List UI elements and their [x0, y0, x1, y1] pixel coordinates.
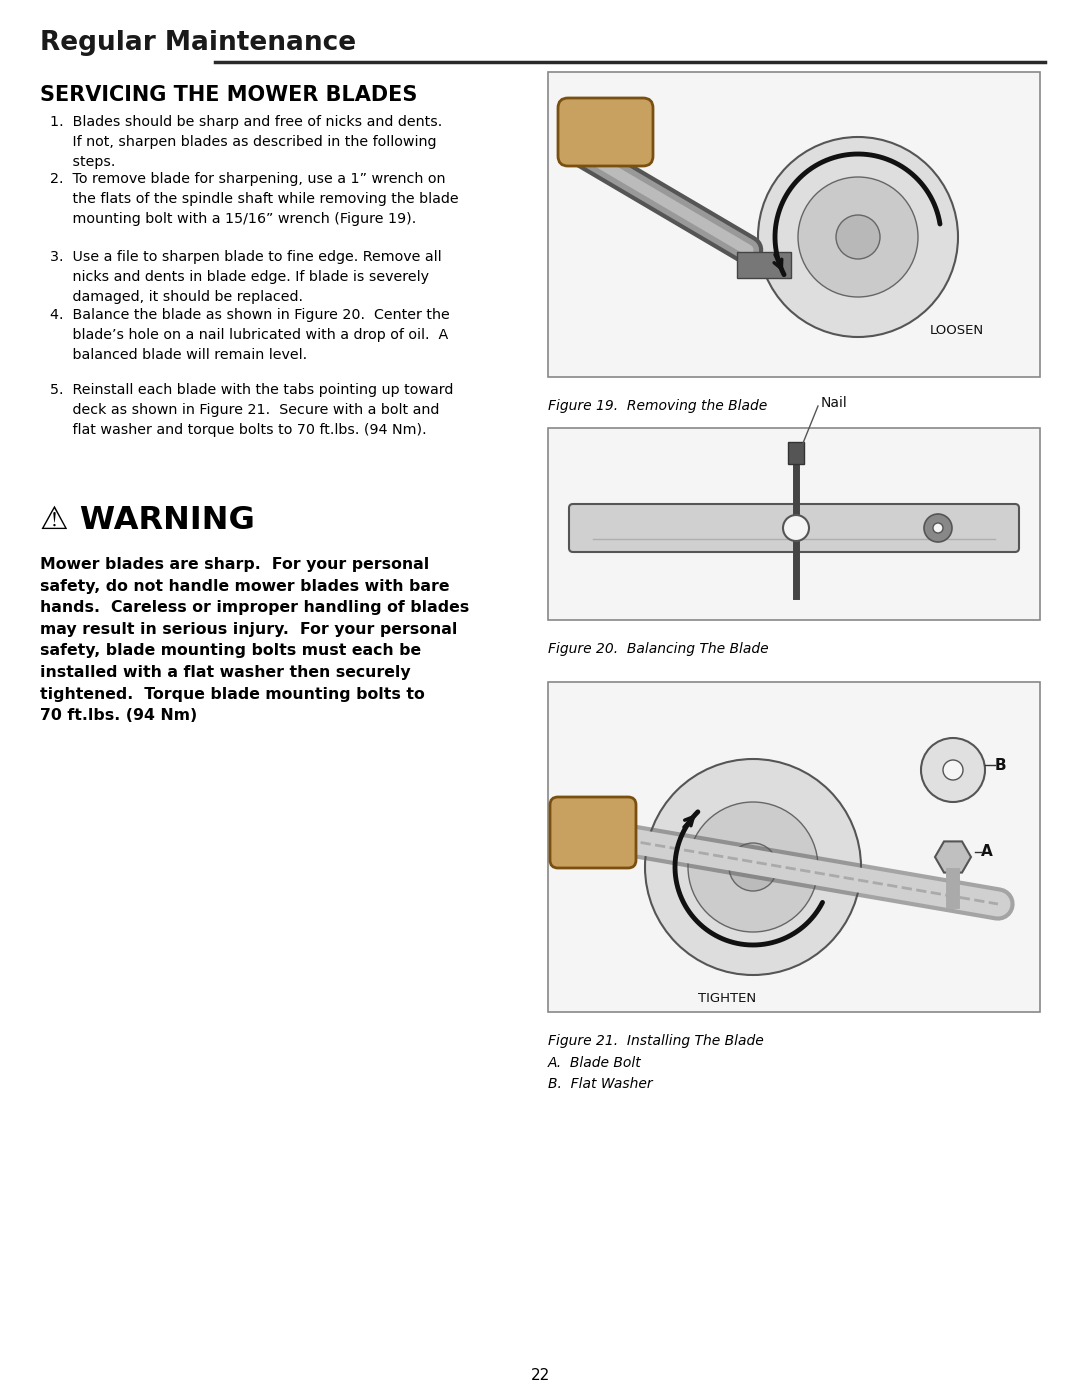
Text: Figure 19.  Removing the Blade: Figure 19. Removing the Blade [548, 400, 767, 414]
FancyBboxPatch shape [558, 98, 653, 166]
FancyBboxPatch shape [569, 504, 1020, 552]
FancyBboxPatch shape [788, 441, 804, 464]
Circle shape [943, 760, 963, 780]
Text: 5.  Reinstall each blade with the tabs pointing up toward
     deck as shown in : 5. Reinstall each blade with the tabs po… [50, 383, 454, 437]
Text: 1.  Blades should be sharp and free of nicks and dents.
     If not, sharpen bla: 1. Blades should be sharp and free of ni… [50, 115, 442, 169]
Text: LOOSEN: LOOSEN [930, 324, 984, 337]
Text: SERVICING THE MOWER BLADES: SERVICING THE MOWER BLADES [40, 85, 417, 105]
Text: Figure 21.  Installing The Blade
A.  Blade Bolt
B.  Flat Washer: Figure 21. Installing The Blade A. Blade… [548, 1034, 764, 1091]
Text: Figure 20.  Balancing The Blade: Figure 20. Balancing The Blade [548, 643, 769, 657]
Text: TIGHTEN: TIGHTEN [698, 992, 756, 1004]
Text: B: B [995, 757, 1007, 773]
Text: Mower blades are sharp.  For your personal
safety, do not handle mower blades wi: Mower blades are sharp. For your persona… [40, 557, 469, 724]
Bar [548, 427, 1040, 620]
Circle shape [758, 137, 958, 337]
Circle shape [924, 514, 951, 542]
Text: 22: 22 [530, 1368, 550, 1383]
Bar [548, 682, 1040, 1011]
Circle shape [921, 738, 985, 802]
Circle shape [783, 515, 809, 541]
Text: 2.  To remove blade for sharpening, use a 1” wrench on
     the flats of the spi: 2. To remove blade for sharpening, use a… [50, 172, 459, 226]
FancyBboxPatch shape [550, 798, 636, 868]
Circle shape [645, 759, 861, 975]
FancyBboxPatch shape [737, 251, 791, 278]
Text: Regular Maintenance: Regular Maintenance [40, 29, 356, 56]
Text: Nail: Nail [821, 395, 848, 409]
Circle shape [798, 177, 918, 298]
Text: 3.  Use a file to sharpen blade to fine edge. Remove all
     nicks and dents in: 3. Use a file to sharpen blade to fine e… [50, 250, 442, 305]
Circle shape [836, 215, 880, 258]
Text: 4.  Balance the blade as shown in Figure 20.  Center the
     blade’s hole on a : 4. Balance the blade as shown in Figure … [50, 307, 449, 362]
Bar [548, 73, 1040, 377]
Polygon shape [935, 841, 971, 873]
Text: A: A [981, 845, 993, 859]
Circle shape [933, 522, 943, 534]
Circle shape [729, 842, 777, 891]
Circle shape [688, 802, 818, 932]
Text: ⚠ WARNING: ⚠ WARNING [40, 504, 255, 536]
